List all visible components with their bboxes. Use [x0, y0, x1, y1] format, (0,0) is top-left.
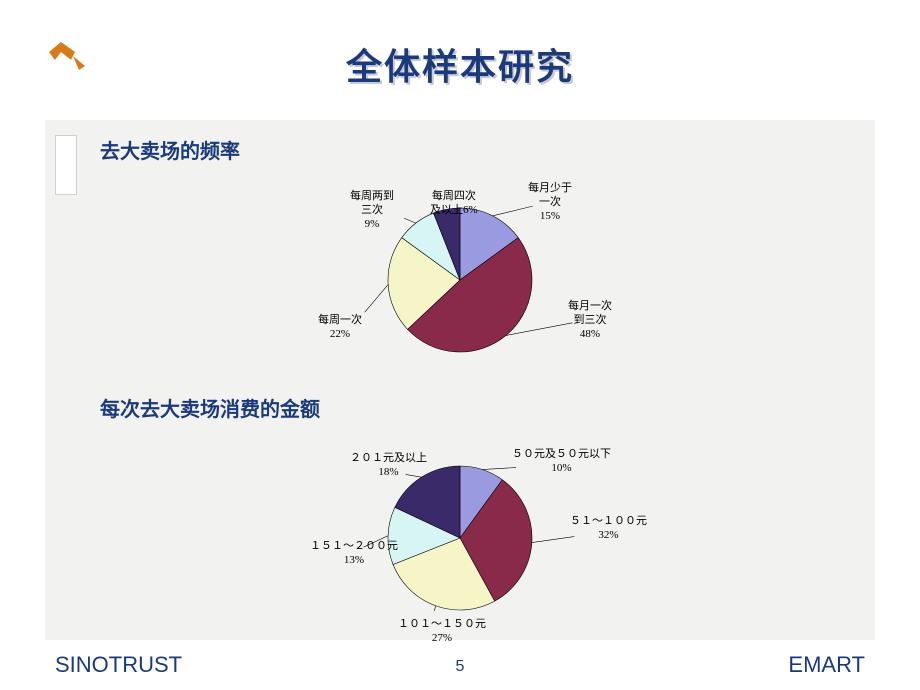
footer-page-number: 5: [0, 658, 920, 676]
pie-slice-label: 每月一次到三次48%: [568, 300, 612, 341]
pie-slice-label: 每月少于一次15%: [528, 182, 572, 223]
section1-heading: 去大卖场的频率: [100, 135, 240, 164]
pie-slice-label: 每周两到三次9%: [350, 190, 394, 231]
pie-slice-label: １５１～２００元13%: [310, 540, 398, 568]
pie-slice-label: 每周一次22%: [318, 314, 362, 342]
pie-slice-label: １０１～１５０元27%: [398, 618, 486, 646]
pie-slice-label: ２０１元及以上18%: [350, 452, 427, 480]
page-title: 全体样本研究: [0, 38, 920, 90]
pie-slice-label: ５１～１００元32%: [570, 515, 647, 543]
side-tab: [55, 135, 77, 195]
section2-heading: 每次去大卖场消费的金额: [100, 393, 320, 422]
footer-right: EMART: [788, 652, 865, 678]
pie-slice-label: ５０元及５０元以下10%: [512, 448, 611, 476]
pie-slice-label: 每周四次及以上6%: [430, 190, 478, 218]
